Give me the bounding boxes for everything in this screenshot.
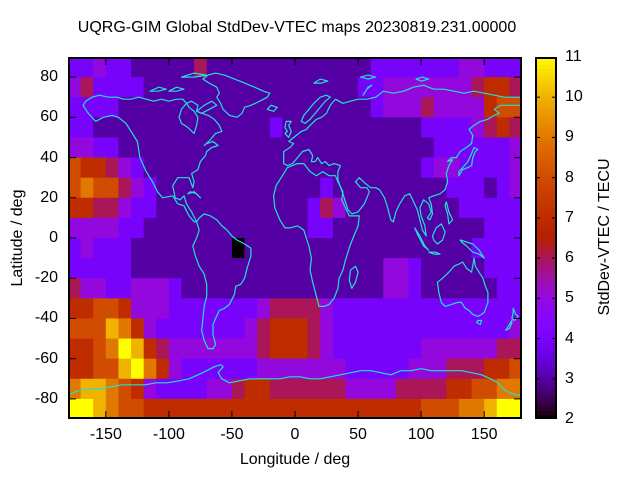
x-tick-label: 50 [349,426,367,443]
plot-border [68,57,522,419]
colorbar-tick-label: 2 [565,410,574,427]
colorbar-tick-label: 8 [565,168,574,186]
y-tick-label: 20 [40,188,58,206]
x-axis-label: Longitude / deg [239,451,351,468]
y-tick-label: 40 [40,148,58,166]
plot-area [68,57,522,419]
colorbar-strips [535,57,557,419]
colorbar-border [535,57,557,419]
colorbar-tick-label: 7 [565,208,574,226]
y-tick-label: 60 [40,108,58,126]
colorbar-label: StdDev-VTEC / TECU [596,158,613,316]
axis-ticks-marks [70,59,520,417]
chart-title: UQRG-GIM Global StdDev-VTEC maps 2023081… [77,19,517,36]
colorbar-tick-label: 6 [565,249,574,267]
y-tick-label: 0 [49,229,58,246]
coastlines [68,72,522,396]
x-tick-label: 100 [407,426,435,443]
colorbar-tick-label: 5 [565,289,574,307]
x-tick-label: 150 [470,426,498,443]
colorbar-tick-label: 9 [565,128,574,146]
colorbar [535,57,557,419]
colorbar-gradient [535,57,557,419]
y-tick-label: 80 [40,68,58,86]
y-tick-label: -60 [34,349,58,367]
y-tick-label: -80 [34,389,58,407]
y-tick-label: -40 [34,309,58,327]
x-tick-label: -150 [89,426,122,443]
y-tick-label: -20 [34,269,58,287]
heatmap [68,57,522,419]
x-tick-label: -100 [152,426,185,443]
heatmap-cells [68,57,522,419]
colorbar-tick-label: 10 [565,88,583,106]
colorbar-tick-label: 11 [565,48,582,65]
colorbar-tick-label: 3 [565,369,574,387]
x-tick-label: -50 [220,426,244,443]
colorbar-tick-label: 4 [565,329,574,347]
x-tick-label: 0 [290,426,300,443]
